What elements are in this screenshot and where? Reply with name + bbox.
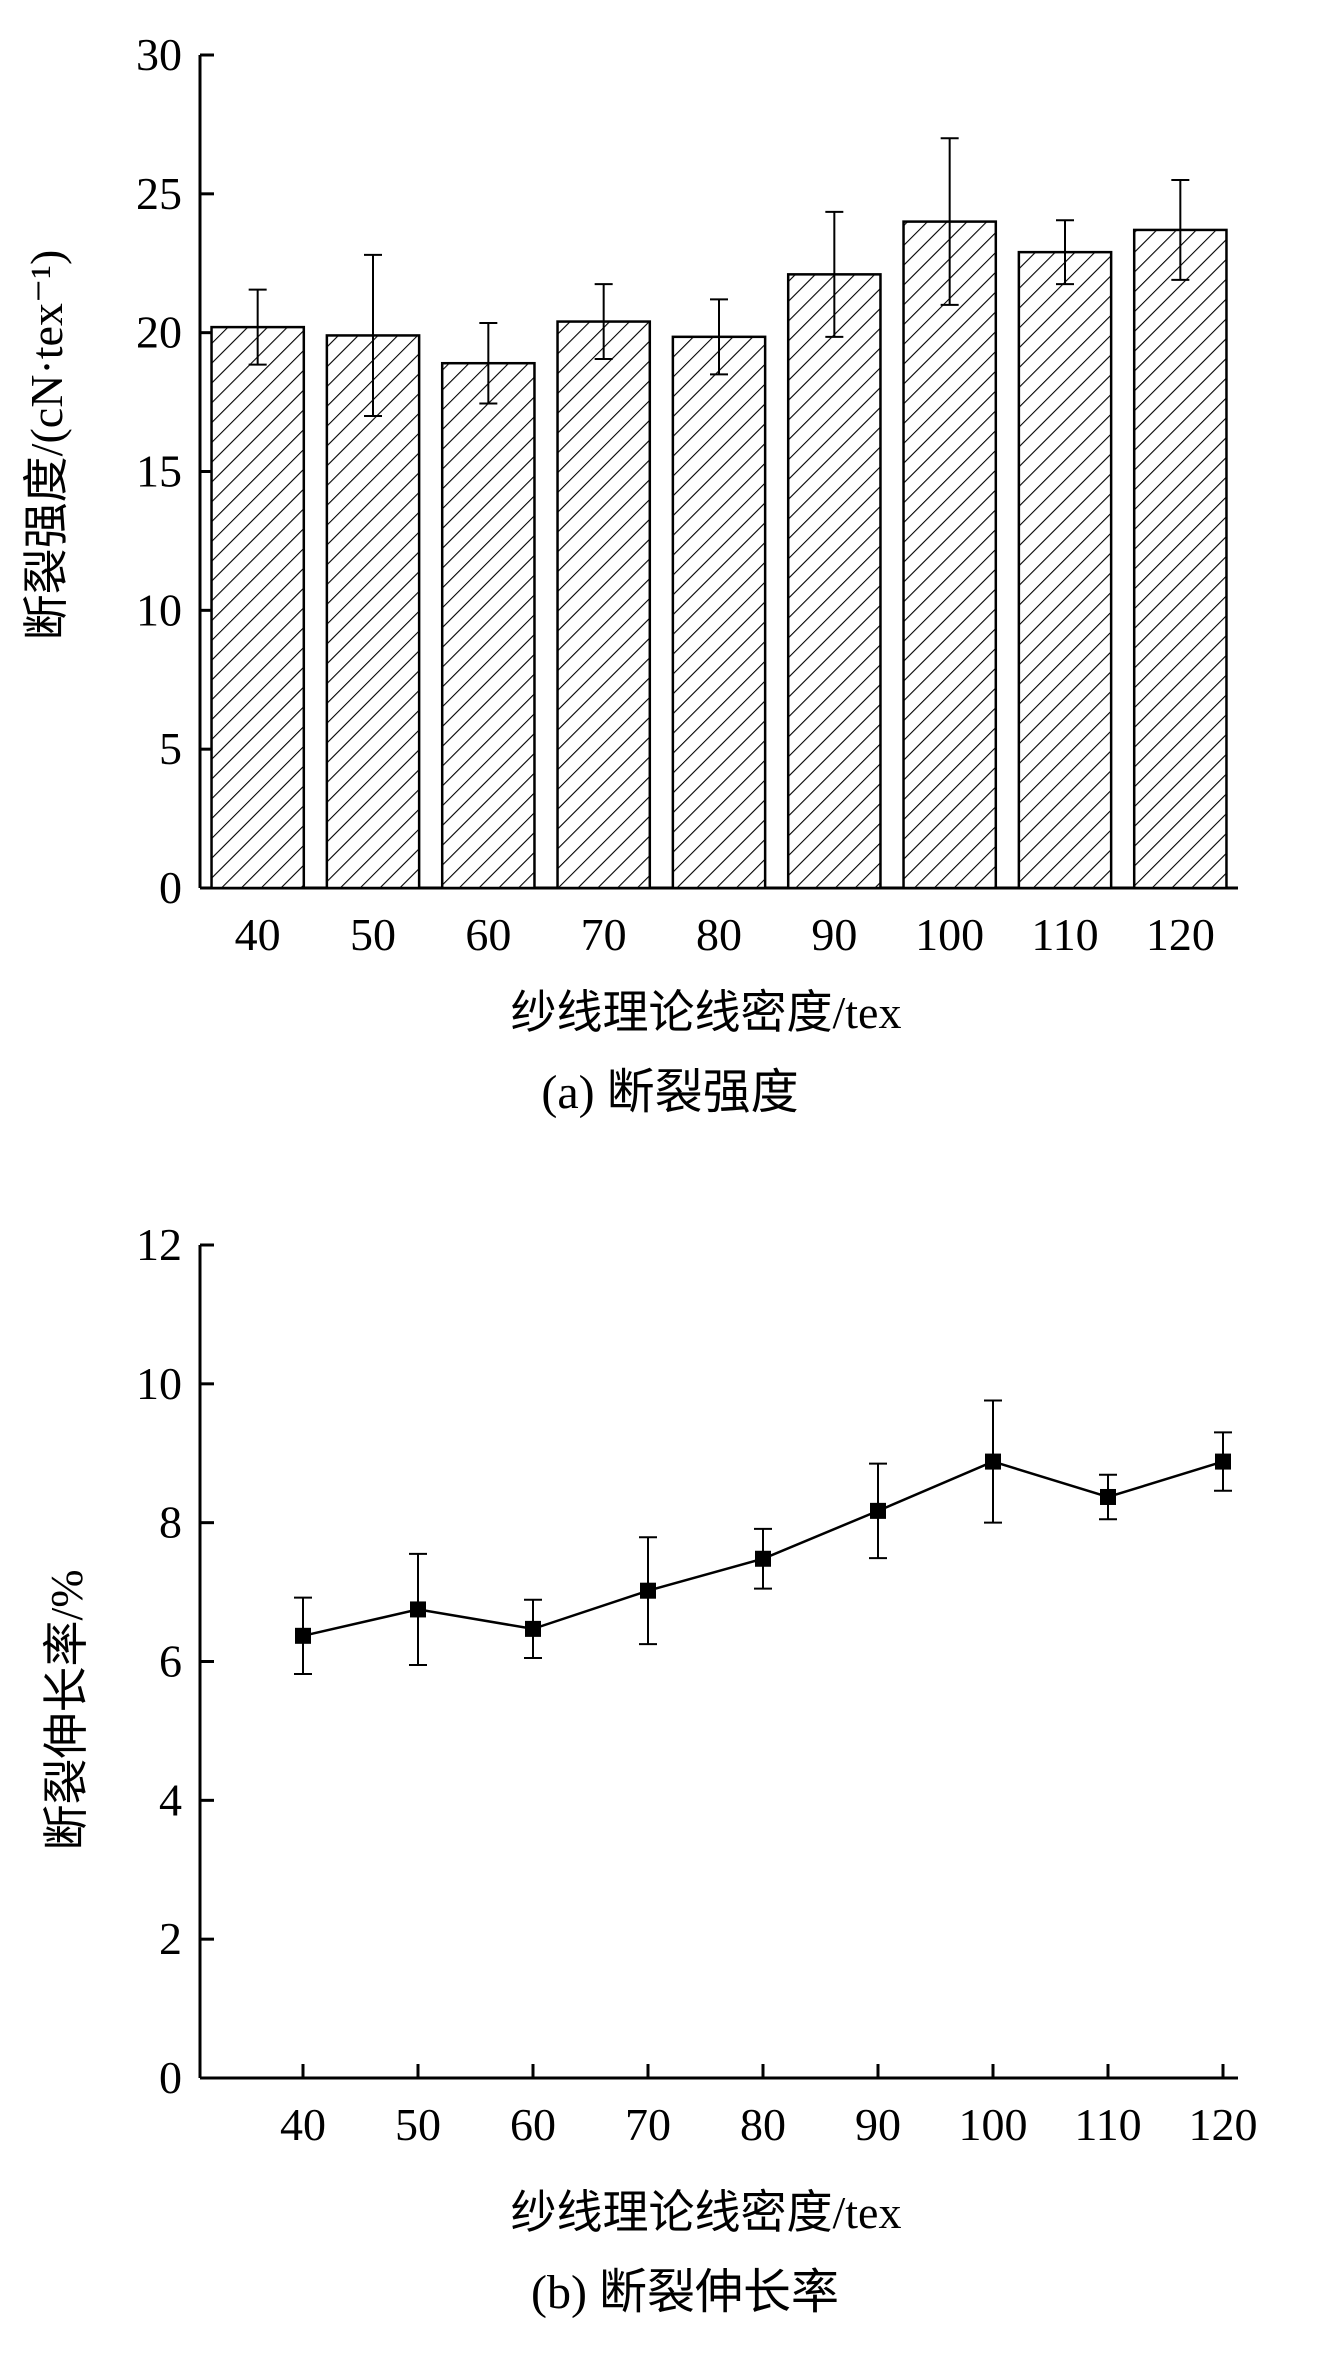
chart-a-y-tick-label: 20 <box>136 307 182 358</box>
chart-b-data-point <box>640 1582 656 1599</box>
chart-a-error-bar <box>825 210 844 338</box>
chart-a-error-bar <box>1056 219 1074 286</box>
chart-b: 0 2 4 6 8 10 12 40 50 60 70 80 90 100 110 120 断裂伸长率/% 纱… <box>41 1219 1258 2319</box>
chart-a-error-bar <box>248 288 267 366</box>
chart-b-plot-area: 0 2 4 6 8 10 12 40 50 60 70 80 90 100 110 120 <box>136 1219 1258 2150</box>
chart-a-y-tick-label: 15 <box>136 446 182 497</box>
chart-b-y-tick-label: 8 <box>159 1497 182 1548</box>
chart-a-x-tick-label: 120 <box>1146 909 1215 960</box>
chart-a-bar <box>210 325 306 890</box>
chart-a-x-tick-label: 70 <box>581 909 627 960</box>
chart-a-bar <box>902 220 998 890</box>
chart-a-y-axis-label: 断裂强度/(cN·tex⁻¹) <box>21 250 72 641</box>
chart-a-bar <box>1017 250 1113 890</box>
chart-a-error-bar <box>710 298 728 376</box>
chart-a: 0 5 10 15 20 25 30 40 50 60 70 80 90 100 110 120 断裂强度/(… <box>21 29 1238 1119</box>
chart-a-y-tick-label: 25 <box>136 168 182 219</box>
chart-a-error-bar <box>940 137 959 306</box>
chart-b-y-tick-label: 4 <box>159 1774 182 1825</box>
chart-a-y-tick-label: 0 <box>159 862 182 913</box>
chart-a-y-tick-label: 5 <box>159 723 182 774</box>
chart-a-plot-area: 0 5 10 15 20 25 30 40 50 60 70 80 90 100 110 120 <box>136 29 1238 960</box>
chart-b-data-point <box>525 1620 541 1637</box>
chart-b-x-tick-label: 100 <box>959 2099 1028 2150</box>
chart-b-x-tick-label: 50 <box>395 2099 441 2150</box>
chart-a-caption: (a) 断裂强度 <box>541 1066 798 1119</box>
chart-a-bar <box>325 334 421 890</box>
chart-b-data-point <box>410 1601 426 1618</box>
chart-b-x-tick-label: 70 <box>625 2099 671 2150</box>
chart-b-x-tick-label: 110 <box>1074 2099 1141 2150</box>
chart-a-bar <box>440 361 536 890</box>
chart-a-bar <box>1132 228 1228 890</box>
chart-b-y-tick-label: 2 <box>159 1913 182 1964</box>
chart-a-x-axis-label: 纱线理论线密度/tex <box>511 987 902 1038</box>
chart-b-data-point <box>985 1453 1001 1470</box>
chart-b-y-tick-label: 0 <box>159 2052 182 2103</box>
chart-b-x-axis-label: 纱线理论线密度/tex <box>511 2187 902 2238</box>
chart-a-error-bar <box>479 321 498 405</box>
chart-a-x-tick-label: 90 <box>811 909 857 960</box>
chart-b-x-tick-label: 120 <box>1189 2099 1258 2150</box>
chart-b-data-point <box>755 1550 771 1567</box>
chart-a-bar <box>786 273 882 890</box>
chart-a-x-tick-label: 60 <box>465 909 511 960</box>
chart-b-y-tick-label: 6 <box>159 1636 182 1687</box>
chart-b-x-tick-label: 60 <box>510 2099 556 2150</box>
chart-b-y-tick-label: 12 <box>136 1219 182 1270</box>
chart-b-caption: (b) 断裂伸长率 <box>531 2266 839 2319</box>
chart-a-error-bar <box>1171 178 1190 281</box>
chart-a-error-bar <box>364 253 382 417</box>
chart-b-x-tick-label: 80 <box>740 2099 786 2150</box>
chart-b-data-point <box>870 1502 886 1519</box>
chart-a-bar <box>671 335 767 890</box>
chart-b-data-point <box>1100 1488 1116 1505</box>
chart-a-error-bar <box>594 283 613 361</box>
chart-a-x-tick-label: 110 <box>1031 909 1098 960</box>
chart-b-data-point <box>295 1627 311 1644</box>
chart-b-y-axis-label: 断裂伸长率/% <box>41 1569 92 1850</box>
chart-a-y-tick-label: 30 <box>136 29 182 80</box>
chart-a-x-tick-label: 100 <box>915 909 984 960</box>
chart-b-x-tick-label: 40 <box>280 2099 326 2150</box>
chart-b-y-tick-label: 10 <box>136 1358 182 1409</box>
chart-b-x-tick-label: 90 <box>855 2099 901 2150</box>
chart-a-x-tick-label: 40 <box>235 909 281 960</box>
chart-a-x-tick-label: 80 <box>696 909 742 960</box>
chart-a-y-tick-label: 10 <box>136 584 182 635</box>
chart-a-bar <box>556 320 652 890</box>
chart-a-x-tick-label: 50 <box>350 909 396 960</box>
chart-b-data-point <box>1215 1453 1231 1470</box>
